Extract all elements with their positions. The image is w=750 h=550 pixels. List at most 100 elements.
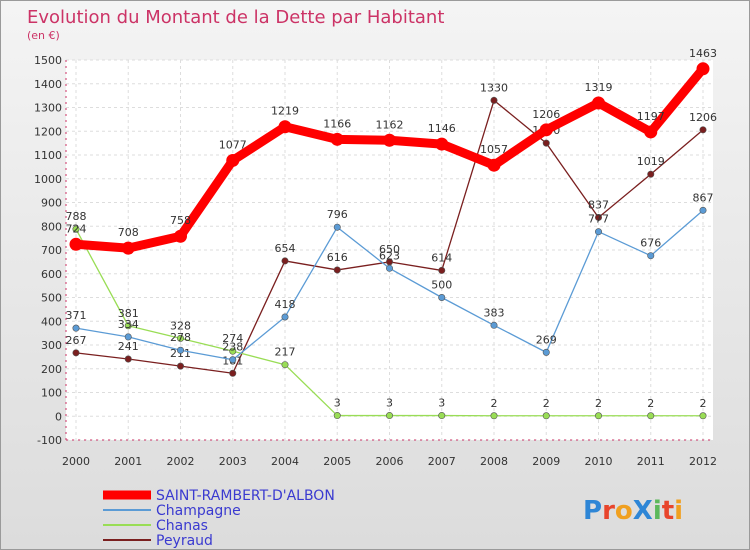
data-label: 334 (118, 318, 139, 331)
data-label: 758 (170, 214, 191, 227)
data-label: 500 (431, 279, 452, 292)
data-point (699, 126, 707, 134)
data-label: 238 (222, 341, 243, 354)
data-point (594, 228, 602, 236)
data-label: 3 (334, 397, 341, 410)
x-tick-label: 2005 (323, 455, 351, 468)
proxiti-logo: ProXiti (583, 496, 683, 526)
data-point (644, 125, 658, 139)
data-point (226, 153, 240, 167)
x-tick-label: 2008 (480, 455, 508, 468)
data-label: 1057 (480, 143, 508, 156)
data-label: 788 (66, 210, 87, 223)
x-tick-label: 2009 (532, 455, 560, 468)
data-label: 269 (536, 333, 557, 346)
chart-subtitle: (en €) (27, 29, 60, 42)
data-label: 1077 (219, 138, 247, 151)
x-tick-label: 2010 (585, 455, 613, 468)
data-label: 1162 (376, 118, 404, 131)
data-point (594, 213, 602, 221)
data-point (438, 412, 446, 420)
data-label: 676 (640, 237, 661, 250)
legend-label: Chanas (156, 518, 208, 534)
data-point (647, 252, 655, 260)
data-point (490, 96, 498, 104)
data-label: 654 (275, 242, 296, 255)
data-point (539, 123, 553, 137)
series-champagne: 371 334 278 238 418 796 623 500 383 269 777 676 867 (66, 191, 714, 364)
data-label: 2 (543, 397, 550, 410)
data-label: 381 (118, 307, 139, 320)
data-label: 328 (170, 319, 191, 332)
data-point (699, 412, 707, 420)
data-label: 2 (491, 397, 498, 410)
data-point (229, 369, 237, 377)
data-label: 241 (118, 340, 139, 353)
data-point (333, 266, 341, 274)
x-tick-label: 2007 (428, 455, 456, 468)
data-label: 278 (170, 331, 191, 344)
series-chanas: 788 381 328 274 217 3 3 3 2 2 2 2 2 (66, 210, 707, 420)
data-point (438, 293, 446, 301)
data-point (542, 412, 550, 420)
data-label: 724 (66, 222, 87, 235)
data-label: 1206 (689, 111, 717, 124)
data-point (281, 313, 289, 321)
data-label: 371 (66, 309, 87, 322)
x-tick-label: 2001 (114, 455, 142, 468)
grid (66, 59, 713, 441)
data-point (69, 237, 83, 251)
data-label: 1166 (323, 117, 351, 130)
legend-label: SAINT-RAMBERT-D'ALBON (156, 488, 335, 504)
data-label: 708 (118, 226, 139, 239)
data-label: 1019 (637, 155, 665, 168)
data-point (281, 257, 289, 265)
x-tick-label: 2003 (219, 455, 247, 468)
data-label: 867 (693, 191, 714, 204)
data-point (438, 266, 446, 274)
data-label: 1463 (689, 47, 717, 60)
y-tick-label: 200 (41, 363, 62, 376)
data-label: 837 (588, 198, 609, 211)
plot-area (66, 60, 713, 440)
data-point (383, 133, 396, 147)
data-point (229, 347, 237, 355)
series-peyraud: 2672412111816546166506141330115083710191… (66, 81, 717, 377)
data-label: 1330 (480, 81, 508, 94)
y-tick-label: 1100 (34, 149, 62, 162)
data-label: 267 (66, 334, 87, 347)
y-tick-label: 500 (41, 292, 62, 305)
data-label: 383 (484, 306, 505, 319)
data-point (490, 412, 498, 420)
data-label: 623 (379, 249, 400, 262)
data-point (487, 158, 501, 172)
legend-label: Peyraud (156, 533, 213, 549)
data-point (177, 334, 185, 342)
x-tick-label: 2004 (271, 455, 299, 468)
data-point (229, 356, 237, 364)
data-point (435, 137, 449, 151)
data-point (385, 264, 393, 272)
data-label: 777 (588, 213, 609, 226)
data-point (72, 225, 80, 233)
data-label: 2 (700, 397, 707, 410)
data-point (72, 349, 80, 357)
data-point (542, 348, 550, 356)
data-point (699, 206, 707, 214)
data-point (333, 412, 341, 420)
data-point (121, 241, 135, 255)
y-tick-label: 800 (41, 220, 62, 233)
chart-title: Evolution du Montant de la Dette par Hab… (27, 7, 444, 28)
data-label: 614 (431, 251, 452, 264)
data-label: 796 (327, 208, 348, 221)
data-label: 616 (327, 251, 348, 264)
y-tick-label: 400 (41, 315, 62, 328)
data-point (124, 322, 132, 330)
data-label: 418 (275, 298, 296, 311)
data-label: 2 (595, 397, 602, 410)
data-point (124, 333, 132, 341)
x-tick-label: 2006 (376, 455, 404, 468)
x-tick-label: 2012 (689, 455, 717, 468)
data-label: 1146 (428, 122, 456, 135)
